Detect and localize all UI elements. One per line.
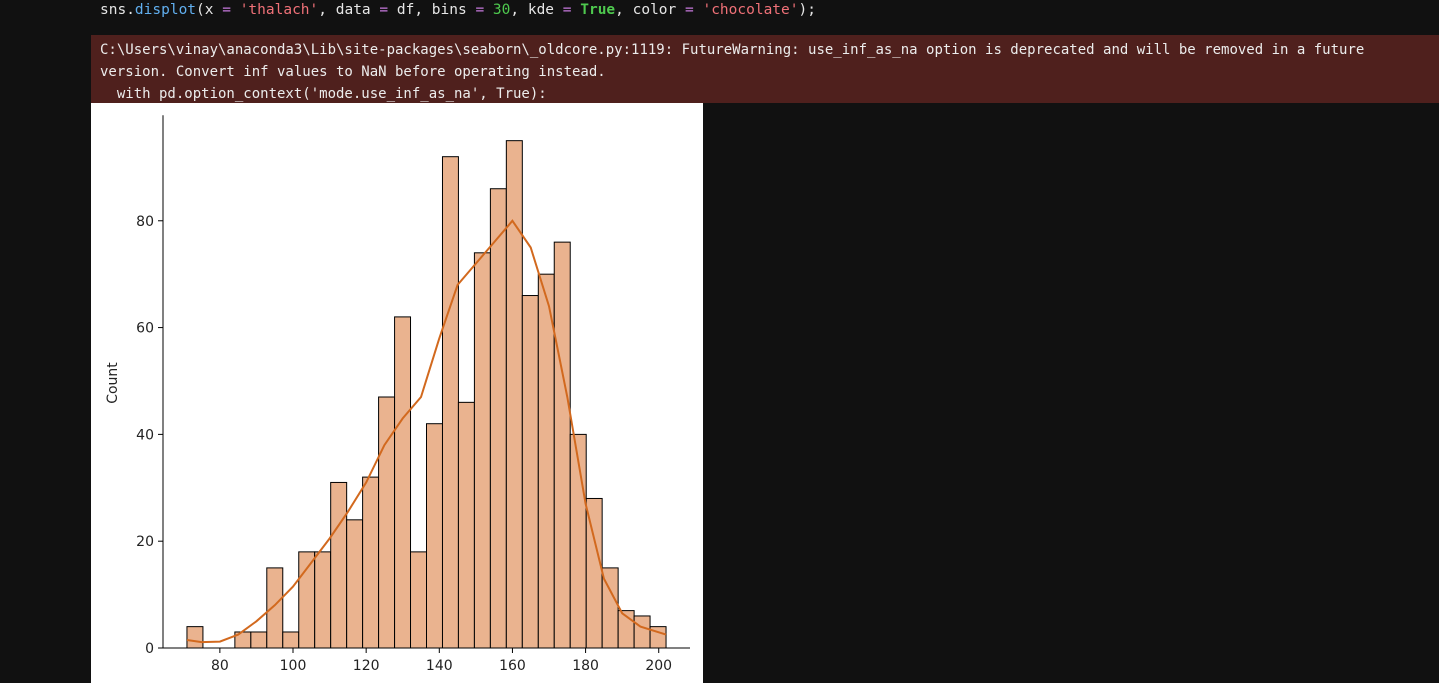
code-token: 30 bbox=[484, 2, 511, 18]
y-tick-label: 80 bbox=[136, 214, 154, 230]
bar bbox=[314, 551, 332, 649]
code-token: ); bbox=[798, 2, 816, 18]
y-tick-label: 20 bbox=[136, 534, 154, 550]
bar bbox=[362, 476, 380, 649]
code-token: = bbox=[562, 2, 572, 18]
bar bbox=[537, 273, 555, 649]
bar bbox=[585, 497, 603, 649]
bar bbox=[250, 631, 268, 649]
bar bbox=[553, 241, 571, 649]
y-tick-label: 40 bbox=[136, 427, 154, 443]
code-token: displot bbox=[134, 2, 197, 18]
code-token: = bbox=[685, 2, 694, 18]
bar bbox=[489, 188, 507, 649]
x-tick-label: 160 bbox=[499, 658, 526, 674]
bar bbox=[473, 252, 491, 649]
x-tick-label: 80 bbox=[211, 658, 229, 674]
code-token: = bbox=[222, 2, 231, 18]
x-tick-label: 100 bbox=[280, 658, 307, 674]
bar bbox=[394, 316, 412, 649]
code-token: , color bbox=[615, 2, 685, 18]
y-tick-label: 0 bbox=[145, 641, 154, 657]
bar bbox=[426, 423, 443, 649]
y-axis-label: Count bbox=[105, 362, 121, 404]
bar bbox=[633, 615, 651, 649]
code-cell: sns.displot(x = 'thalach', data = df, bi… bbox=[100, 0, 816, 20]
bar bbox=[505, 140, 523, 649]
bar bbox=[266, 567, 284, 649]
bar bbox=[330, 481, 348, 649]
warning-line: version. Convert inf values to NaN befor… bbox=[100, 64, 606, 80]
y-tick-label: 60 bbox=[136, 321, 154, 337]
code-token: True bbox=[571, 2, 616, 18]
bar bbox=[410, 551, 428, 649]
bar bbox=[521, 295, 539, 649]
code-token: = bbox=[475, 2, 485, 18]
code-token: , kde bbox=[510, 2, 563, 18]
x-tick-label: 120 bbox=[353, 658, 380, 674]
code-token: df, bins bbox=[388, 2, 476, 18]
warning-output: C:\Users\vinay\anaconda3\Lib\site-packag… bbox=[91, 35, 1439, 103]
x-tick-label: 200 bbox=[645, 658, 672, 674]
bar bbox=[186, 626, 204, 649]
x-tick-label: 180 bbox=[572, 658, 599, 674]
x-tick-label: 140 bbox=[426, 658, 453, 674]
bar bbox=[441, 156, 459, 649]
chart: Count 0 20 40 60 80 80 100 120 140 160 180 200 bbox=[91, 103, 703, 683]
bar bbox=[298, 551, 316, 649]
warning-line: with pd.option_context('mode.use_inf_as_… bbox=[100, 86, 547, 102]
bar bbox=[457, 401, 475, 649]
bar bbox=[282, 631, 300, 649]
code-token: (x bbox=[196, 2, 223, 18]
code-token: = bbox=[379, 2, 389, 18]
bar bbox=[346, 519, 364, 649]
warning-line: C:\Users\vinay\anaconda3\Lib\site-packag… bbox=[100, 42, 1365, 58]
code-token: 'thalach' bbox=[230, 2, 319, 18]
kde-line bbox=[186, 219, 667, 644]
code-token: , data bbox=[318, 2, 380, 18]
code-token: sns. bbox=[100, 2, 135, 18]
code-token: 'chocolate' bbox=[693, 2, 799, 18]
